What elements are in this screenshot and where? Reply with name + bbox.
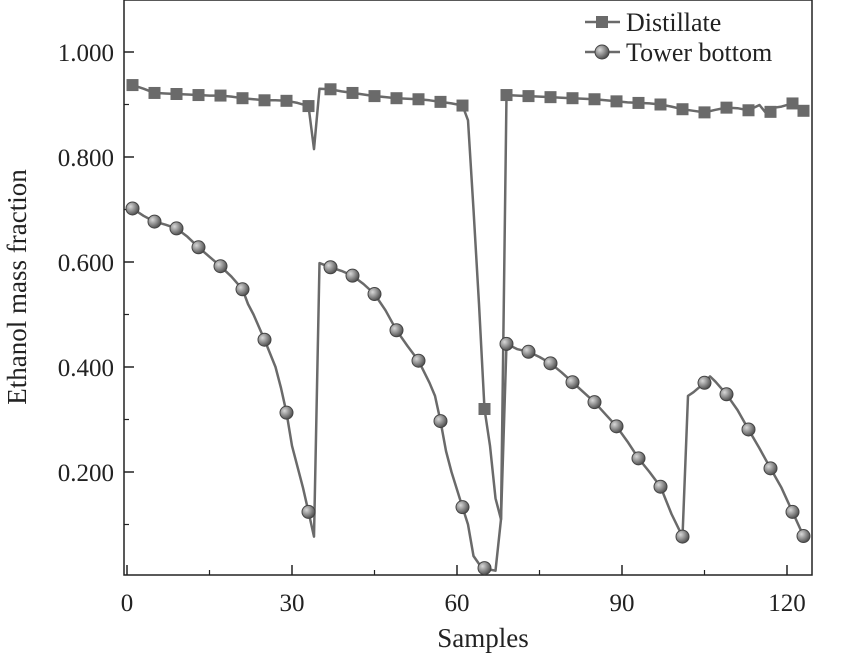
data-point xyxy=(368,90,381,103)
data-point xyxy=(764,105,777,118)
x-axis-label: Samples xyxy=(437,623,529,653)
data-point xyxy=(565,375,580,390)
data-point xyxy=(214,89,227,102)
x-axis-ticks: 0 30 60 90 120 xyxy=(121,565,806,617)
data-point xyxy=(170,88,183,100)
data-point xyxy=(433,414,448,429)
y-tick-label: 0.200 xyxy=(58,460,114,487)
x-tick-label: 30 xyxy=(280,590,305,617)
data-point xyxy=(279,405,294,420)
x-tick-label: 120 xyxy=(768,590,806,617)
data-point xyxy=(323,260,338,275)
data-point xyxy=(257,332,272,347)
data-point xyxy=(412,93,425,106)
data-point xyxy=(258,94,271,107)
data-point xyxy=(456,99,469,112)
series-distillate xyxy=(126,79,810,521)
data-point xyxy=(346,86,359,99)
data-point xyxy=(477,561,492,576)
data-point xyxy=(587,395,602,410)
data-point xyxy=(411,353,426,368)
y-axis-ticks: 0.200 0.400 0.600 0.800 1.000 xyxy=(58,40,134,526)
x-tick-label: 0 xyxy=(121,590,134,617)
data-point xyxy=(763,461,778,476)
data-point xyxy=(566,92,579,105)
data-point xyxy=(719,387,734,402)
data-point xyxy=(544,91,557,104)
x-tick-label: 90 xyxy=(610,590,635,617)
y-axis-label: Ethanol mass fraction xyxy=(2,169,32,405)
y-tick-label: 0.400 xyxy=(58,355,114,382)
data-point xyxy=(192,89,205,102)
data-point xyxy=(521,344,536,359)
data-point xyxy=(389,323,404,338)
data-point xyxy=(499,336,514,351)
data-point xyxy=(588,93,601,106)
data-point xyxy=(796,529,811,544)
series-layer xyxy=(125,79,811,576)
data-point xyxy=(632,96,645,109)
series-tower-bottom xyxy=(125,201,811,576)
data-point xyxy=(797,104,810,117)
data-point xyxy=(324,83,337,96)
data-point xyxy=(654,98,667,111)
legend-item-tower-bottom: Tower bottom xyxy=(585,38,772,67)
y-tick-label: 1.000 xyxy=(58,40,114,67)
data-point xyxy=(653,479,668,494)
data-point xyxy=(301,504,316,519)
data-point xyxy=(235,282,250,297)
legend-square-marker xyxy=(596,16,608,28)
data-point xyxy=(631,451,646,466)
legend-label-distillate: Distillate xyxy=(626,8,721,37)
data-point xyxy=(148,86,161,99)
series-line-distillate xyxy=(132,83,805,521)
data-point xyxy=(742,104,755,117)
data-point xyxy=(741,422,756,437)
data-point xyxy=(126,79,139,92)
data-point xyxy=(720,101,733,114)
data-point xyxy=(697,375,712,390)
data-point xyxy=(609,419,624,434)
data-point xyxy=(522,90,535,103)
data-point xyxy=(610,95,623,108)
data-point xyxy=(191,240,206,255)
legend: Distillate Tower bottom xyxy=(585,8,772,67)
data-point xyxy=(147,214,162,229)
data-point xyxy=(213,259,228,274)
data-point xyxy=(434,95,447,108)
data-point xyxy=(390,92,403,105)
legend-circle-marker xyxy=(594,44,610,60)
data-point xyxy=(169,221,184,236)
data-point xyxy=(478,403,491,415)
legend-label-tower-bottom: Tower bottom xyxy=(626,38,772,67)
data-point xyxy=(675,529,690,544)
data-point xyxy=(676,103,689,116)
data-point xyxy=(786,97,799,110)
data-point xyxy=(500,89,513,102)
data-point xyxy=(236,92,249,105)
data-point xyxy=(455,500,470,515)
plot-frame xyxy=(123,0,813,576)
x-tick-label: 60 xyxy=(445,590,470,617)
data-point xyxy=(698,106,711,119)
y-tick-label: 0.600 xyxy=(58,250,114,277)
data-point xyxy=(125,201,140,216)
data-point xyxy=(345,268,360,283)
data-point xyxy=(543,356,558,371)
series-line-tower-bottom xyxy=(131,207,805,572)
data-point xyxy=(280,94,293,107)
data-point xyxy=(302,100,315,113)
legend-item-distillate: Distillate xyxy=(585,8,721,37)
data-point xyxy=(785,504,800,519)
data-point xyxy=(367,287,382,302)
y-tick-label: 0.800 xyxy=(58,145,114,172)
